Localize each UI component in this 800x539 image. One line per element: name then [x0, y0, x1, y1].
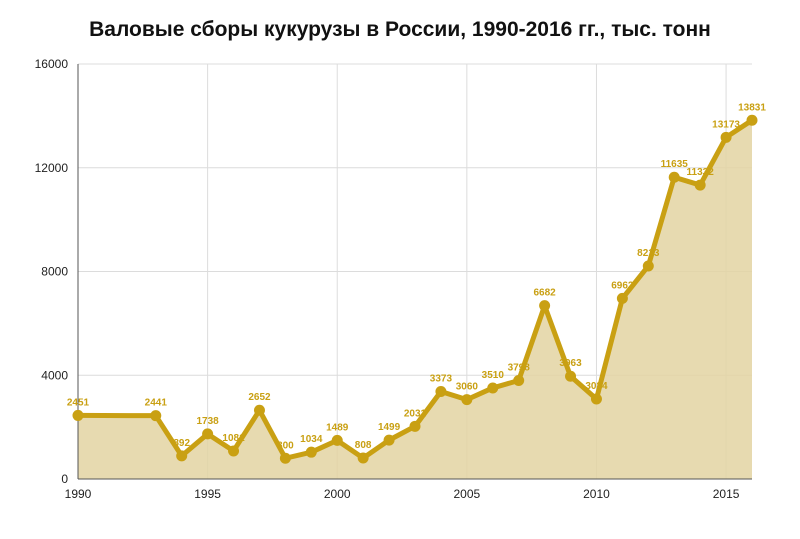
data-label: 1499 [378, 422, 401, 433]
data-point [150, 410, 162, 422]
data-point [539, 300, 551, 312]
data-point [513, 374, 525, 386]
data-label: 13173 [712, 119, 740, 130]
data-label: 2441 [145, 398, 168, 409]
data-label: 3084 [585, 381, 608, 392]
x-tick-label: 2005 [453, 487, 480, 501]
x-tick-label: 1995 [194, 487, 221, 501]
data-label: 11635 [661, 159, 689, 170]
x-tick-label: 2010 [583, 487, 610, 501]
data-label: 6682 [533, 288, 556, 299]
data-point [383, 434, 395, 446]
data-point [487, 382, 499, 394]
y-tick-label: 0 [61, 472, 68, 486]
data-label: 13831 [738, 102, 766, 113]
data-label: 808 [355, 440, 372, 451]
data-point [590, 393, 602, 405]
data-point [305, 446, 317, 458]
data-point [565, 370, 577, 382]
data-point [694, 179, 706, 191]
data-label: 2451 [67, 397, 90, 408]
chart-title: Валовые сборы кукурузы в России, 1990-20… [89, 18, 711, 41]
data-label: 3963 [559, 358, 582, 369]
data-point [409, 420, 421, 432]
data-label: 800 [277, 440, 294, 451]
data-label: 892 [173, 438, 190, 449]
data-point [253, 404, 265, 416]
data-label: 1489 [326, 422, 349, 433]
data-label: 3060 [456, 382, 479, 393]
data-label: 1081 [222, 433, 245, 444]
data-point [642, 260, 654, 272]
data-label: 3510 [482, 370, 505, 381]
data-label: 1738 [196, 416, 219, 427]
data-point [202, 428, 214, 440]
data-label: 2031 [404, 408, 427, 419]
data-points-layer [72, 114, 758, 464]
x-tick-label: 2000 [324, 487, 351, 501]
y-tick-label: 12000 [35, 161, 69, 175]
data-point [720, 131, 732, 143]
data-point [668, 171, 680, 183]
data-label: 6962 [611, 280, 634, 291]
data-point [228, 445, 240, 457]
data-label: 2652 [248, 392, 271, 403]
data-point [331, 434, 343, 446]
data-point [176, 450, 188, 462]
x-tick-label: 1990 [65, 487, 92, 501]
data-label: 11332 [687, 167, 715, 178]
data-point [746, 114, 758, 126]
data-point [461, 394, 473, 406]
data-point [279, 452, 291, 464]
axes [77, 64, 752, 480]
data-label: 3798 [508, 362, 531, 373]
x-tick-label: 2015 [713, 487, 740, 501]
data-label: 3373 [430, 374, 453, 385]
data-label: 1034 [300, 434, 323, 445]
y-tick-label: 8000 [41, 265, 68, 279]
data-point [616, 292, 628, 304]
data-point [357, 452, 369, 464]
tick-labels-layer: 0 4000 8000 12000 16000 1990 1995 2000 2005 2010 2… [35, 57, 740, 501]
data-point [435, 386, 447, 398]
data-label: 8213 [637, 248, 660, 259]
data-point [72, 409, 84, 421]
y-tick-label: 16000 [35, 57, 69, 71]
y-tick-label: 4000 [41, 368, 68, 382]
